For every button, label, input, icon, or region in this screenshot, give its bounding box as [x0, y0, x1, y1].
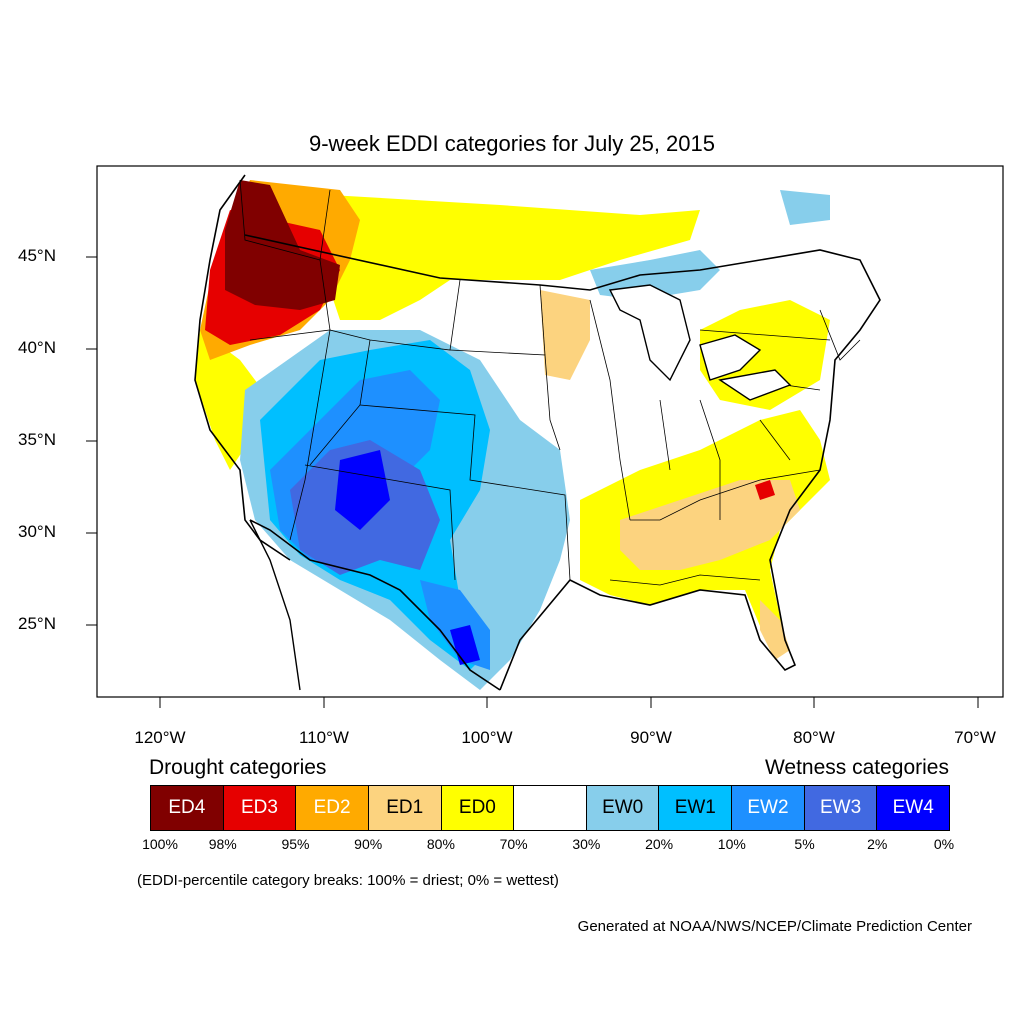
legend-break-label: 90% [354, 836, 383, 852]
baja-coast [249, 519, 301, 691]
lon-label-80: 80°W [793, 728, 835, 747]
ed1-region-plains [540, 290, 590, 380]
lat-label-35: 35°N [18, 430, 56, 449]
lon-ticks [159, 697, 979, 708]
ew4-region-texas [450, 625, 480, 665]
lon-label-110: 110°W [299, 728, 349, 747]
ew0-region-northeast [780, 190, 830, 225]
lon-label-120: 120°W [134, 728, 186, 747]
legend-break-label: 98% [208, 836, 237, 852]
legend-break-label: 70% [499, 836, 528, 852]
lon-label-100: 100°W [461, 728, 513, 747]
lat-label-40: 40°N [18, 338, 56, 357]
legend-break-label: 0% [933, 836, 955, 852]
legend-break-label: 10% [717, 836, 746, 852]
lat-label-30: 30°N [18, 522, 56, 541]
legend-swatch-neutral [514, 786, 587, 830]
ew4-region-southwest [335, 450, 390, 530]
legend-swatch-ew3: EW3 [804, 786, 878, 830]
ew0-region-north [590, 250, 720, 300]
legend-break-label: 2% [867, 836, 888, 852]
ed4-region-northwest [225, 180, 340, 310]
ed1-region-florida [760, 600, 790, 660]
legend-swatch-ed2: ED2 [296, 786, 369, 830]
legend-break-label: 95% [281, 836, 310, 852]
drought-categories-title: Drought categories [149, 756, 327, 779]
legend-break-label: 5% [794, 836, 815, 852]
legend-break-label: 20% [645, 836, 674, 852]
legend-swatch-ew2: EW2 [732, 786, 805, 830]
legend-break-label: 100% [142, 836, 178, 852]
legend-swatch-ew0: EW0 [586, 786, 660, 830]
ed0-region-north [320, 195, 700, 320]
lon-label-70: 70°W [954, 728, 996, 747]
legend-break-label: 80% [426, 836, 455, 852]
legend-swatch-ed4: ED4 [151, 786, 224, 830]
country-boundary [244, 234, 881, 691]
ed1-region-southeast [620, 480, 800, 570]
legend-swatch-ew1: EW1 [659, 786, 733, 830]
legend-swatch-ed1: ED1 [368, 786, 442, 830]
ed3-spot-carolina [755, 480, 775, 500]
west-coastline [194, 174, 291, 561]
great-lakes [608, 284, 792, 401]
wetness-categories-title: Wetness categories [764, 756, 949, 779]
legend-swatch-ed0: ED0 [441, 786, 515, 830]
map-frame [96, 165, 1004, 698]
credit-line: Generated at NOAA/NWS/NCEP/Climate Predi… [577, 918, 972, 935]
legend-color-bar: ED4 ED3 ED2 ED1 ED0 EW0 EW1 EW2 EW3 EW4 [150, 785, 950, 831]
map-title: 9-week EDDI categories for July 25, 2015 [309, 131, 715, 156]
state-boundaries [239, 179, 861, 586]
lat-label-25: 25°N [18, 614, 56, 633]
map-field [194, 170, 881, 691]
legend-swatch-ed3: ED3 [223, 786, 297, 830]
legend-break-label: 30% [572, 836, 601, 852]
legend-swatch-ew4: EW4 [877, 786, 950, 830]
category-breaks-note: (EDDI-percentile category breaks: 100% =… [137, 872, 559, 889]
lon-label-90: 90°W [630, 728, 672, 747]
lat-ticks [86, 256, 97, 626]
lat-label-45: 45°N [18, 246, 56, 265]
